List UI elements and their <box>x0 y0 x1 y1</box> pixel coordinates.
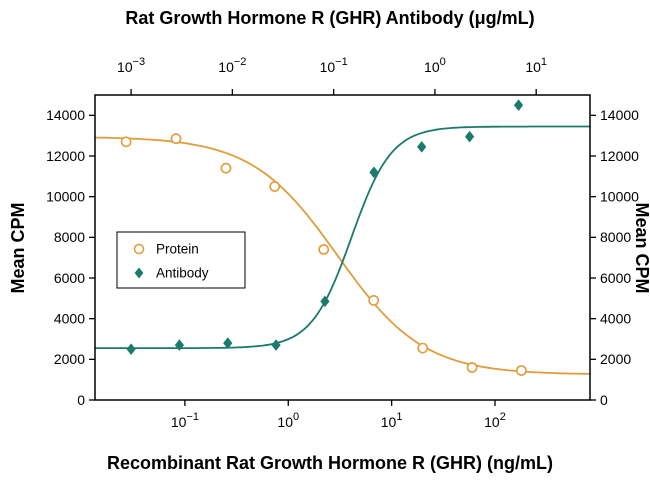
top-tick-label: 101 <box>525 56 547 75</box>
y-tick-label-left: 10000 <box>46 188 85 204</box>
y-tick-label-right: 6000 <box>600 270 631 286</box>
y-tick-label-left: 12000 <box>46 148 85 164</box>
y-axis-ticks: 0 0 2000 2000 4000 4000 6000 6000 8000 8000 10000 1… <box>46 107 639 408</box>
top-axis-title: Rat Growth Hormone R (GHR) Antibody (μg/… <box>125 8 534 28</box>
data-point-antibody <box>271 339 281 351</box>
top-tick-label: 10−3 <box>117 56 145 75</box>
data-point-antibody <box>513 99 524 111</box>
data-point-protein <box>170 133 182 145</box>
y-tick-label-right: 0 <box>600 392 608 408</box>
data-point-antibody <box>464 130 475 143</box>
data-point-antibody <box>126 343 136 355</box>
plot-frame <box>94 94 591 401</box>
legend: Protein Antibody <box>116 231 246 289</box>
data-point-antibody <box>174 339 185 351</box>
bottom-tick-label: 102 <box>484 411 506 430</box>
data-point-antibody <box>320 295 330 308</box>
y-tick-label-left: 6000 <box>54 270 85 286</box>
data-point-protein <box>220 162 232 174</box>
data-point-protein <box>318 244 330 255</box>
y-tick-label-left: 14000 <box>46 107 85 123</box>
bottom-axis-title: Recombinant Rat Growth Hormone R (GHR) (… <box>107 453 553 473</box>
y-tick-label-right: 2000 <box>600 351 631 367</box>
legend-label-protein: Protein <box>156 242 199 257</box>
y-tick-label-right: 12000 <box>600 148 639 164</box>
data-point-protein <box>466 362 478 373</box>
y-tick-label-right: 4000 <box>600 310 631 326</box>
data-point-protein <box>368 294 380 306</box>
legend-marker-protein <box>133 243 145 255</box>
data-point-antibody <box>417 141 427 153</box>
left-axis-title: Mean CPM <box>8 202 28 293</box>
top-axis-ticks: 10−3 10−2 10−1 100 101 <box>117 56 547 95</box>
data-point-protein <box>417 342 429 354</box>
legend-marker-antibody <box>134 267 144 279</box>
legend-box <box>116 231 246 289</box>
data-point-antibody <box>223 337 233 349</box>
bottom-tick-label: 100 <box>277 411 299 430</box>
bottom-tick-label: 101 <box>381 411 403 430</box>
top-tick-label: 10−1 <box>320 56 348 75</box>
y-tick-label-right: 8000 <box>600 229 631 245</box>
data-point-protein <box>269 181 281 192</box>
antibody-series <box>95 99 590 355</box>
data-point-protein <box>120 136 132 148</box>
data-point-antibody <box>369 166 379 179</box>
plot-area: 0 0 2000 2000 4000 4000 6000 6000 8000 8000 10000 1… <box>46 56 639 430</box>
right-axis-title: Mean CPM <box>632 202 650 293</box>
y-tick-label-left: 0 <box>77 392 85 408</box>
y-tick-label-left: 8000 <box>54 229 85 245</box>
bottom-axis-ticks: 10−1 100 101 102 <box>171 400 506 430</box>
legend-label-antibody: Antibody <box>156 266 209 281</box>
top-tick-label: 10−2 <box>218 56 246 75</box>
y-tick-label-left: 4000 <box>54 310 85 326</box>
top-tick-label: 100 <box>424 56 446 75</box>
y-tick-label-right: 14000 <box>600 107 639 123</box>
bottom-tick-label: 10−1 <box>171 411 199 430</box>
y-tick-label-left: 2000 <box>54 351 85 367</box>
y-tick-label-right: 10000 <box>600 188 639 204</box>
data-point-protein <box>516 365 527 376</box>
